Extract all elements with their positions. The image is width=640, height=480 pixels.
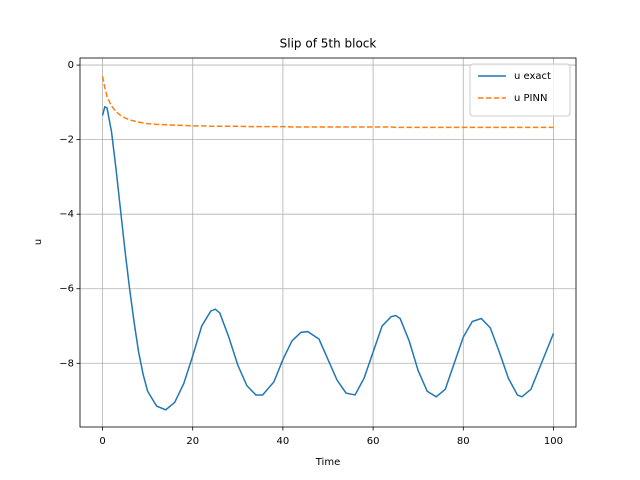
x-axis-label: Time [315, 457, 340, 468]
y-axis-label: u [33, 239, 44, 245]
legend-label: u PINN [514, 93, 547, 104]
y-tick-label: −8 [59, 358, 74, 369]
plot-frame [79, 57, 577, 428]
legend-label: u exact [514, 71, 551, 82]
y-tick-label: −4 [59, 209, 74, 220]
y-tick-label: 0 [68, 60, 74, 71]
x-tick-label: 40 [277, 436, 290, 447]
x-tick-label: 100 [544, 436, 563, 447]
x-tick-label: 0 [99, 436, 105, 447]
chart-title: Slip of 5th block [280, 37, 377, 51]
x-tick-label: 80 [457, 436, 470, 447]
legend: u exact u PINN [469, 63, 571, 117]
y-tick-label: −6 [59, 284, 74, 295]
series-line [101, 76, 554, 129]
series-line [101, 105, 555, 411]
legend-box [469, 63, 571, 117]
x-tick-label: 20 [186, 436, 199, 447]
x-tick-label: 60 [367, 436, 380, 447]
y-tick-label: −2 [59, 135, 74, 146]
